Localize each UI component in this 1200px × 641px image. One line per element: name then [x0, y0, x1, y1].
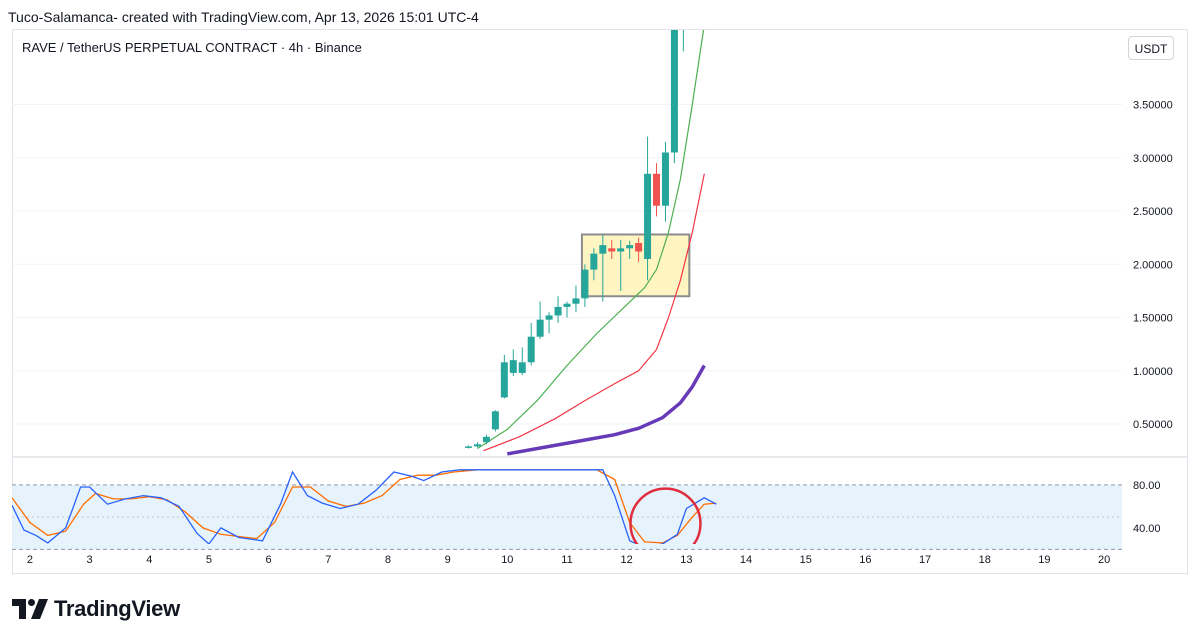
stoch-tick-label: 80.00: [1133, 480, 1161, 492]
candle-body: [644, 173, 652, 259]
candle: [572, 285, 580, 313]
candle: [500, 354, 508, 399]
moving-averages: [477, 30, 706, 456]
candle: [509, 349, 517, 377]
time-axis: 2 3 4 5 6 7 8 9 10 11 12 13 14 15 16 17 18 19 20: [27, 554, 1110, 566]
candle-body: [554, 306, 562, 316]
stochastic-pane: 80.00 40.00: [12, 469, 1161, 550]
time-tick-label: 12: [621, 554, 633, 566]
time-tick-label: 3: [87, 554, 93, 566]
tradingview-logo-icon: [12, 599, 48, 619]
price-tick-label: 2.50000: [1133, 206, 1173, 218]
ma-slow-line: [506, 364, 706, 456]
price-tick-label: 1.00000: [1133, 366, 1173, 378]
candle: [644, 136, 652, 281]
time-tick-label: 15: [800, 554, 812, 566]
candle-body: [661, 152, 669, 206]
candle: [473, 442, 481, 448]
candle-body: [545, 315, 553, 320]
price-tick-label: 1.50000: [1133, 313, 1173, 325]
candle: [608, 239, 616, 259]
candle-body: [473, 444, 481, 447]
time-tick-label: 13: [680, 554, 692, 566]
candle-body: [509, 360, 517, 373]
time-tick-label: 5: [206, 554, 212, 566]
time-tick-label: 6: [266, 554, 272, 566]
price-tick-label: 2.00000: [1133, 259, 1173, 271]
price-tick-label: 3.00000: [1133, 153, 1173, 165]
time-tick-label: 7: [325, 554, 331, 566]
candle-body: [608, 248, 616, 252]
time-tick-label: 17: [919, 554, 931, 566]
price-tick-label: 3.50000: [1133, 100, 1173, 112]
candle-body: [599, 245, 607, 254]
time-tick-label: 11: [561, 554, 572, 566]
time-tick-label: 4: [146, 554, 152, 566]
candle-body: [590, 253, 598, 270]
time-tick-label: 14: [740, 554, 752, 566]
candle: [545, 312, 553, 334]
candle-body: [482, 436, 490, 443]
candle-body: [563, 303, 571, 307]
chart-frame: [12, 29, 1188, 574]
time-tick-label: 20: [1098, 554, 1110, 566]
candle: [617, 239, 625, 291]
candle: [518, 347, 526, 376]
candle: [670, 30, 678, 164]
candle: [680, 9, 687, 52]
candle: [527, 322, 535, 366]
stoch-tick-label: 40.00: [1133, 523, 1161, 535]
candle: [653, 163, 661, 217]
candle: [554, 296, 562, 323]
price-axis: 0.50000 1.00000 1.50000 2.00000 2.50000 3.000…: [1133, 100, 1173, 431]
chart-attribution: Tuco-Salamanca- created with TradingView…: [8, 9, 479, 25]
candle: [581, 264, 589, 307]
time-tick-label: 2: [27, 554, 33, 566]
candle-body: [653, 173, 661, 206]
candle: [563, 301, 571, 318]
candle-body: [572, 298, 580, 304]
candle-body: [518, 362, 526, 373]
candle-body: [491, 411, 499, 430]
candle-body: [500, 362, 508, 398]
candles: [465, 9, 687, 449]
time-tick-label: 19: [1038, 554, 1050, 566]
ma-fast-line: [477, 30, 705, 450]
candle-body: [635, 243, 643, 252]
price-tick-label: 0.50000: [1133, 419, 1173, 431]
stoch-lines: [12, 469, 717, 544]
candle: [491, 410, 499, 432]
candle: [599, 234, 607, 302]
candle-body: [536, 319, 544, 337]
candle: [635, 237, 643, 263]
candle-body: [527, 336, 535, 363]
candle-body: [617, 248, 625, 252]
ma-mid-line: [483, 173, 705, 452]
candle-body: [626, 245, 634, 249]
candle: [661, 141, 669, 222]
price-grid: [12, 104, 1122, 425]
candle-body: [680, 9, 687, 14]
time-tick-label: 10: [501, 554, 513, 566]
time-tick-label: 8: [385, 554, 391, 566]
time-tick-label: 16: [859, 554, 871, 566]
candle: [482, 434, 490, 445]
candle-body: [670, 30, 678, 153]
symbol-title: RAVE / TetherUS PERPETUAL CONTRACT · 4h …: [22, 40, 362, 55]
candle: [465, 445, 473, 449]
stoch-k-line: [12, 469, 717, 544]
time-tick-label: 9: [445, 554, 451, 566]
annotation-circle: [629, 487, 702, 544]
candle: [536, 301, 544, 339]
candle: [626, 240, 634, 259]
currency-button[interactable]: USDT: [1128, 36, 1174, 60]
candle-body: [581, 269, 589, 299]
time-tick-label: 18: [979, 554, 991, 566]
candle: [590, 248, 598, 281]
tradingview-logo[interactable]: TradingView: [12, 595, 180, 623]
tradingview-logo-text: TradingView: [54, 596, 180, 621]
candle-body: [465, 446, 473, 448]
